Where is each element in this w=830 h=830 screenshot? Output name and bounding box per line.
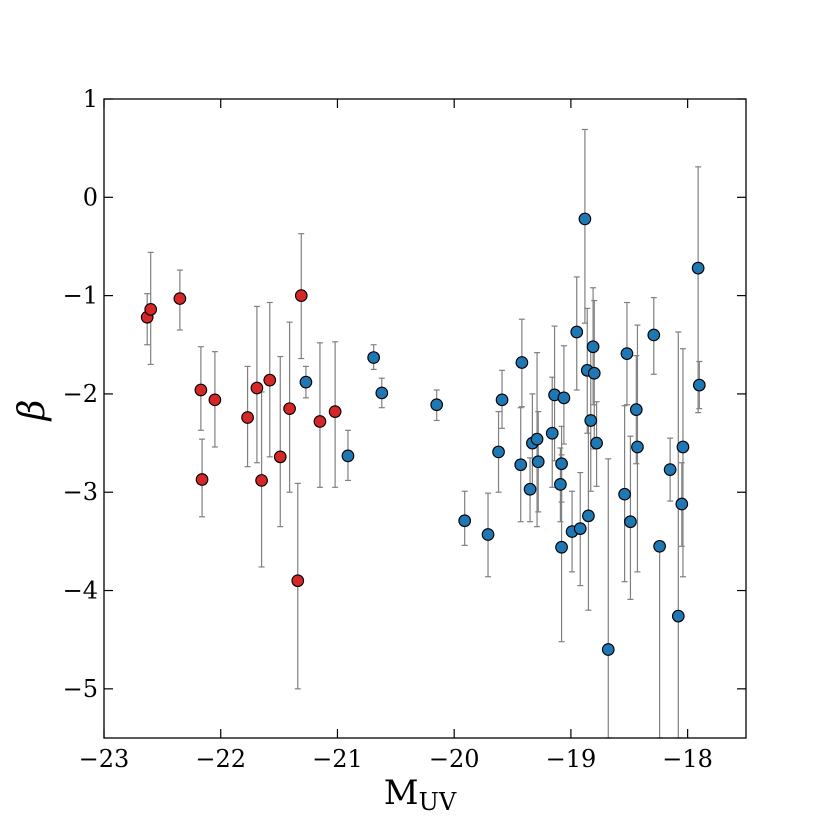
red-data-point bbox=[328, 405, 342, 418]
blue-data-point bbox=[514, 458, 528, 472]
errorbar-layer bbox=[144, 128, 703, 739]
blue-data-point bbox=[515, 356, 529, 369]
blue-data-point bbox=[530, 432, 544, 446]
y-tick-label: −2 bbox=[63, 380, 98, 408]
scatter-point-layer bbox=[140, 212, 706, 656]
blue-data-point bbox=[492, 445, 505, 459]
x-tick-label: −20 bbox=[429, 745, 480, 773]
blue-data-point bbox=[691, 261, 705, 275]
blue-data-point bbox=[671, 609, 685, 623]
blue-data-point bbox=[555, 457, 568, 471]
red-data-point bbox=[291, 574, 305, 588]
blue-data-point bbox=[676, 440, 690, 454]
blue-data-point bbox=[458, 514, 472, 528]
red-data-point bbox=[208, 393, 222, 407]
blue-data-point bbox=[620, 347, 634, 360]
y-tick-label: −1 bbox=[63, 282, 98, 310]
red-data-point bbox=[313, 415, 327, 428]
x-tick-label: −21 bbox=[312, 745, 363, 773]
blue-data-point bbox=[299, 375, 313, 389]
blue-data-point bbox=[367, 351, 380, 364]
tick-label-layer: −23 −22 −21 −20 −19 −18 1 0 −1 −2 −3 −4 −5 bbox=[63, 85, 713, 773]
blue-data-point bbox=[631, 440, 644, 454]
blue-data-point bbox=[375, 386, 389, 400]
blue-data-point bbox=[573, 522, 587, 535]
red-data-point bbox=[195, 473, 209, 486]
x-tick-label: −22 bbox=[195, 745, 246, 773]
red-data-point bbox=[250, 381, 264, 395]
blue-data-point bbox=[555, 540, 568, 554]
blue-data-point bbox=[692, 378, 706, 392]
blue-data-point bbox=[663, 463, 677, 476]
y-axis-label: β bbox=[12, 400, 53, 423]
blue-data-point bbox=[578, 212, 592, 226]
blue-data-point bbox=[545, 426, 559, 440]
y-tick-label: −5 bbox=[63, 675, 98, 703]
blue-data-point bbox=[584, 414, 598, 427]
blue-data-point bbox=[590, 436, 603, 450]
blue-data-point bbox=[481, 528, 495, 541]
red-data-point bbox=[241, 411, 254, 424]
blue-data-point bbox=[495, 393, 509, 407]
x-axis-label: MUV bbox=[384, 773, 457, 816]
blue-data-point bbox=[601, 643, 615, 656]
blue-data-point bbox=[341, 449, 355, 463]
blue-data-point bbox=[570, 325, 584, 339]
blue-data-point bbox=[629, 403, 643, 417]
blue-data-point bbox=[618, 487, 631, 501]
x-tick-label: −18 bbox=[662, 745, 713, 773]
blue-data-point bbox=[523, 482, 537, 496]
plot-frame bbox=[103, 98, 747, 739]
blue-data-point bbox=[554, 478, 567, 491]
red-data-point bbox=[194, 383, 208, 397]
blue-data-point bbox=[675, 497, 689, 511]
blue-data-point bbox=[653, 539, 666, 553]
blue-data-point bbox=[582, 509, 595, 523]
blue-data-point bbox=[430, 398, 444, 412]
blue-data-point bbox=[531, 455, 545, 469]
red-data-point bbox=[283, 402, 296, 416]
y-tick-label: −4 bbox=[63, 577, 98, 605]
red-data-point bbox=[273, 450, 287, 464]
x-axis-label-main: M bbox=[384, 773, 419, 813]
y-tick-label: 1 bbox=[83, 85, 98, 113]
x-tick-label: −19 bbox=[546, 745, 597, 773]
red-data-point bbox=[173, 292, 187, 305]
blue-data-point bbox=[647, 328, 661, 342]
blue-data-point bbox=[586, 340, 600, 354]
blue-data-point bbox=[587, 366, 601, 380]
blue-data-point bbox=[557, 391, 571, 405]
red-data-point bbox=[263, 373, 277, 387]
red-data-point bbox=[144, 303, 158, 316]
x-tick-label: −23 bbox=[79, 745, 130, 773]
y-tick-label: 0 bbox=[83, 183, 98, 211]
red-data-point bbox=[255, 474, 268, 487]
x-axis-label-subscript: UV bbox=[419, 788, 457, 816]
y-tick-label: −3 bbox=[63, 478, 98, 506]
red-data-point bbox=[294, 289, 308, 302]
blue-data-point bbox=[624, 515, 637, 529]
